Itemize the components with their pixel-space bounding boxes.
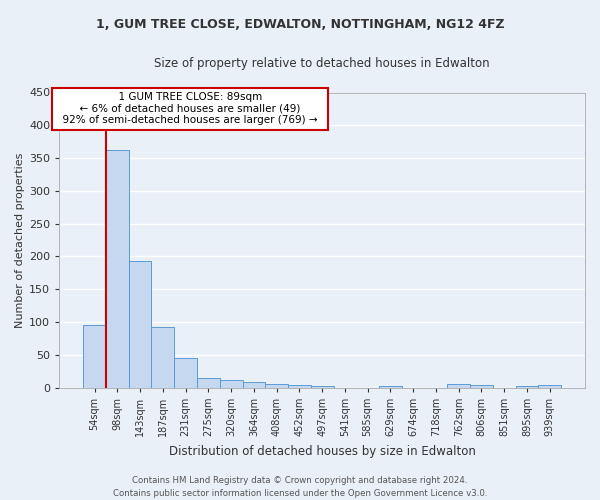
Bar (174, 358, 197, 388)
Bar (288, 385, 311, 388)
Bar (311, 386, 334, 388)
Bar (197, 378, 220, 388)
Bar (538, 385, 561, 388)
Title: Size of property relative to detached houses in Edwalton: Size of property relative to detached ho… (154, 58, 490, 70)
Bar (470, 385, 493, 388)
Bar (515, 386, 538, 388)
Bar (220, 380, 242, 388)
Bar (448, 384, 470, 388)
Bar (106, 150, 129, 388)
Bar (83, 326, 106, 388)
Text: 1, GUM TREE CLOSE, EDWALTON, NOTTINGHAM, NG12 4FZ: 1, GUM TREE CLOSE, EDWALTON, NOTTINGHAM,… (95, 18, 505, 30)
Bar (242, 382, 265, 388)
X-axis label: Distribution of detached houses by size in Edwalton: Distribution of detached houses by size … (169, 444, 476, 458)
Bar (151, 326, 174, 388)
Y-axis label: Number of detached properties: Number of detached properties (15, 152, 25, 328)
Bar (265, 384, 288, 388)
Text: 1 GUM TREE CLOSE: 89sqm  
  ← 6% of detached houses are smaller (49)  
  92% of : 1 GUM TREE CLOSE: 89sqm ← 6% of detached… (56, 92, 324, 126)
Text: Contains HM Land Registry data © Crown copyright and database right 2024.
Contai: Contains HM Land Registry data © Crown c… (113, 476, 487, 498)
Bar (129, 261, 151, 388)
Bar (379, 386, 402, 388)
